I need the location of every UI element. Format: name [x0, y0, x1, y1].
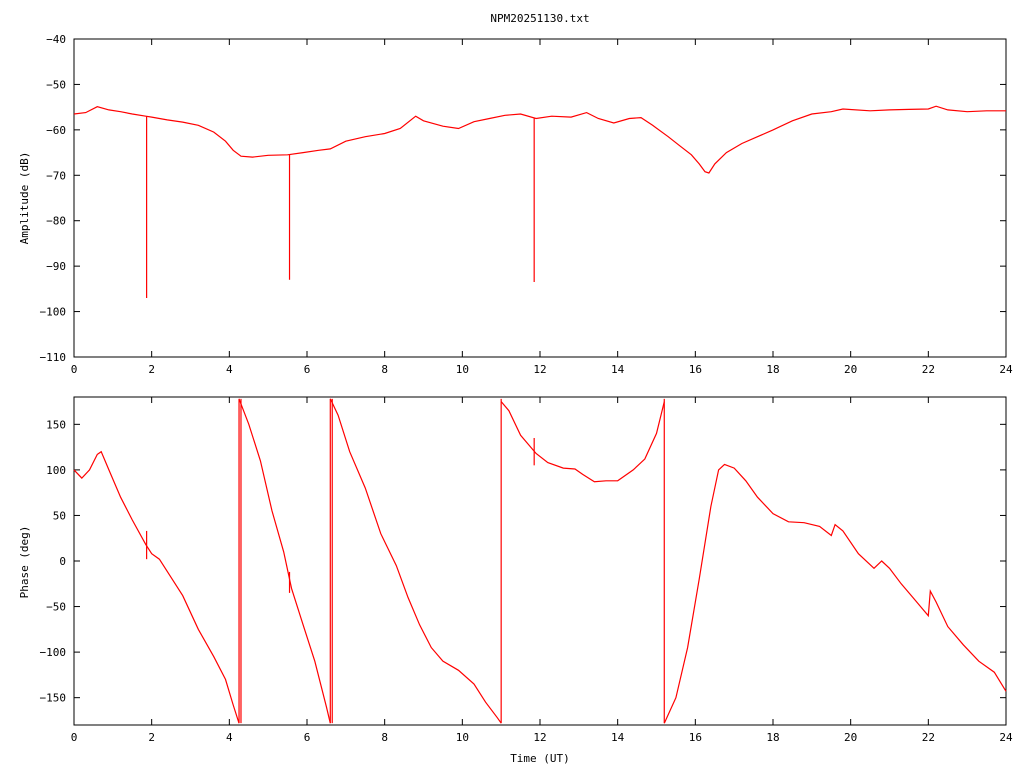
amplitude-x-tick-label: 10 [456, 363, 469, 376]
phase-y-tick-label: 150 [46, 418, 66, 431]
amplitude-y-tick-label: −110 [40, 351, 67, 364]
phase-y-axis-label: Phase (deg) [18, 526, 31, 599]
phase-x-tick-label: 8 [381, 731, 388, 744]
phase-x-tick-label: 14 [611, 731, 625, 744]
chart-title: NPM20251130.txt [490, 12, 589, 25]
amplitude-plot-frame [73, 38, 1007, 358]
phase-x-tick-label: 12 [533, 731, 546, 744]
time-x-axis-label: Time (UT) [510, 752, 570, 765]
phase-y-tick-label: −50 [46, 601, 66, 614]
amplitude-y-tick-label: −60 [46, 124, 66, 137]
amplitude-panel: NPM20251130.txt Amplitude (dB) 0 2 4 6 8 10 12… [18, 12, 1013, 376]
phase-y-tick-label: 100 [46, 464, 66, 477]
phase-x-tick-label: 2 [148, 731, 155, 744]
phase-x-tick-label: 18 [766, 731, 779, 744]
amplitude-y-tick-label: −50 [46, 78, 66, 91]
phase-ticks: 0 2 4 6 8 10 12 14 16 18 20 22 24−150−100−5005010015… [40, 397, 1013, 744]
amplitude-series [73, 105, 1006, 298]
amplitude-y-axis-label: Amplitude (dB) [18, 152, 31, 245]
phase-x-tick-label: 6 [304, 731, 311, 744]
phase-series-line [663, 463, 1007, 724]
amplitude-x-tick-label: 12 [533, 363, 546, 376]
amplitude-x-tick-label: 8 [381, 363, 388, 376]
phase-series-line [329, 398, 502, 724]
phase-series [73, 398, 1007, 724]
phase-panel: Phase (deg) Time (UT) 0 2 4 6 8 10 12 14 16 18 20 2… [18, 396, 1013, 765]
amplitude-x-tick-label: 24 [999, 363, 1013, 376]
amplitude-x-tick-label: 18 [766, 363, 779, 376]
phase-x-tick-label: 22 [922, 731, 935, 744]
amplitude-x-tick-label: 4 [226, 363, 233, 376]
phase-x-tick-label: 0 [71, 731, 78, 744]
amplitude-y-tick-label: −100 [40, 306, 67, 319]
phase-x-tick-label: 16 [689, 731, 702, 744]
amplitude-x-tick-label: 2 [148, 363, 155, 376]
amplitude-x-tick-label: 6 [304, 363, 311, 376]
phase-y-tick-label: −150 [40, 692, 67, 705]
amplitude-y-tick-label: −90 [46, 260, 66, 273]
phase-series-line [500, 401, 665, 483]
amplitude-x-tick-label: 14 [611, 363, 625, 376]
phase-y-tick-label: −100 [40, 646, 67, 659]
amplitude-y-tick-label: −40 [46, 33, 66, 46]
phase-x-tick-label: 10 [456, 731, 469, 744]
phase-x-tick-label: 4 [226, 731, 233, 744]
amplitude-ticks: 0 2 4 6 8 10 12 14 16 18 20 22 24−110−100−90−80−70−6… [40, 33, 1013, 376]
amplitude-y-tick-label: −70 [46, 169, 66, 182]
amplitude-y-tick-label: −80 [46, 215, 66, 228]
amplitude-x-tick-label: 0 [71, 363, 78, 376]
phase-series-line [238, 398, 331, 724]
amplitude-series-line [73, 105, 1006, 174]
phase-series-line [73, 450, 240, 724]
amplitude-x-tick-label: 16 [689, 363, 702, 376]
amplitude-x-tick-label: 20 [844, 363, 857, 376]
phase-y-tick-label: 0 [59, 555, 66, 568]
phase-x-tick-label: 24 [999, 731, 1013, 744]
phase-y-tick-label: 50 [53, 509, 66, 522]
phase-x-tick-label: 20 [844, 731, 857, 744]
amplitude-x-tick-label: 22 [922, 363, 935, 376]
